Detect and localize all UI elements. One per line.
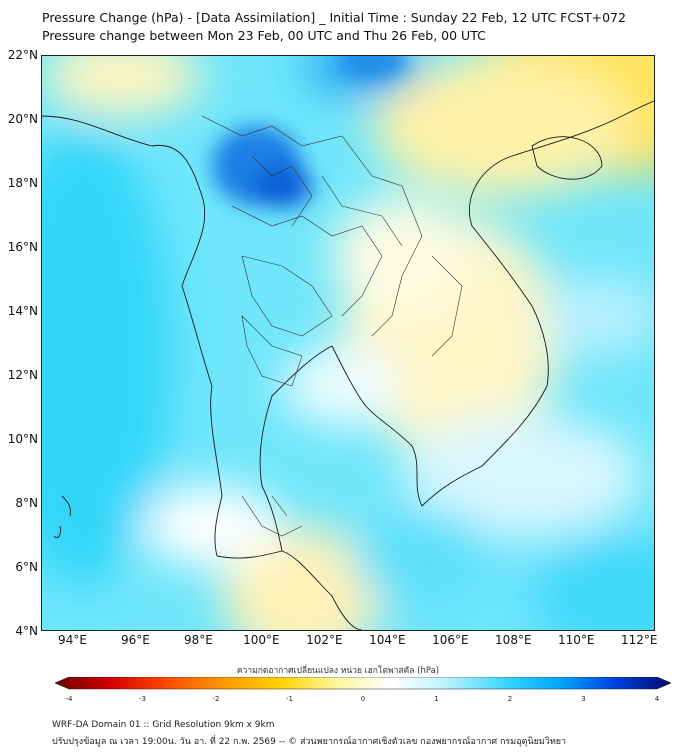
lon-tick-label: 94°E xyxy=(58,633,87,647)
lon-tick-label: 98°E xyxy=(183,633,213,647)
colorbar-tick-label: 0 xyxy=(360,695,366,703)
colorbar-title: ความกดอากาศเปลี่ยนแปลง หน่วย เฮกโตพาสคัล… xyxy=(236,666,440,676)
colorbar-tick-label: -1 xyxy=(286,695,293,703)
lon-tick-label: 102°E xyxy=(306,633,343,647)
province-borders xyxy=(201,115,463,537)
pressure-field xyxy=(42,56,654,630)
lon-tick-label: 104°E xyxy=(369,633,406,647)
lon-tick-label: 96°E xyxy=(121,633,150,647)
colorbar-tick-label: 4 xyxy=(654,695,660,703)
colorbar-tick-label: -2 xyxy=(212,695,220,703)
lat-tick-label: 20°N xyxy=(7,112,38,126)
footer-model-info: WRF-DA Domain 01 :: Grid Resolution 9km … xyxy=(52,720,275,730)
lat-tick-label: 10°N xyxy=(7,432,38,446)
colorbar: -4 -3 -2 -1 0 1 2 3 4 xyxy=(54,676,672,717)
colorbar-tick-label: 1 xyxy=(434,695,439,703)
lat-tick-label: 8°N xyxy=(15,496,38,510)
lat-tick-label: 6°N xyxy=(15,560,38,574)
footer-update-info: ปรับปรุงข้อมูล ณ เวลา 19:00น. วัน อา. ที… xyxy=(52,737,567,747)
map-title: Pressure Change (hPa) - [Data Assimilati… xyxy=(42,10,626,25)
colorbar-tick-label: 2 xyxy=(507,695,513,703)
lat-tick-label: 4°N xyxy=(15,624,38,638)
lon-tick-label: 100°E xyxy=(243,633,280,647)
lat-tick-label: 12°N xyxy=(7,368,38,382)
lon-tick-label: 106°E xyxy=(432,633,469,647)
lat-tick-label: 14°N xyxy=(7,304,38,318)
latitude-axis: 22°N 20°N 18°N 16°N 14°N 12°N 10°N 8°N 6°N 4°N xyxy=(0,48,38,638)
lat-tick-label: 18°N xyxy=(7,176,38,190)
lon-tick-label: 110°E xyxy=(558,633,595,647)
lon-tick-label: 108°E xyxy=(495,633,532,647)
colorbar-tick-label: -4 xyxy=(65,695,73,703)
pressure-change-map xyxy=(41,55,655,631)
pressure-rise-maximum xyxy=(212,56,407,208)
longitude-axis: 94°E 96°E 98°E 100°E 102°E 104°E 106°E 108°E 110… xyxy=(41,633,658,649)
colorbar-gradient xyxy=(54,676,672,690)
lat-tick-label: 16°N xyxy=(7,240,38,254)
map-subtitle: Pressure change between Mon 23 Feb, 00 U… xyxy=(42,28,486,43)
coastlines xyxy=(42,100,654,630)
lon-tick-label: 112°E xyxy=(621,633,658,647)
colorbar-tick-label: -3 xyxy=(139,695,146,703)
lat-tick-label: 22°N xyxy=(7,48,38,62)
colorbar-tick-label: 3 xyxy=(581,695,586,703)
